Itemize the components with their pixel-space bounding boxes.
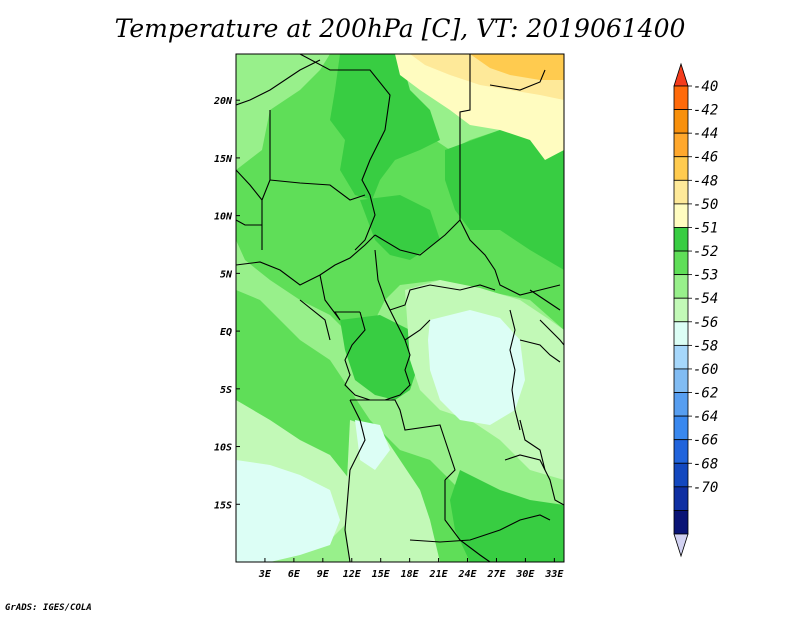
colorbar-label: -42 bbox=[693, 103, 718, 119]
colorbar-label: -70 bbox=[693, 480, 718, 496]
map-title: Temperature at 200hPa [C], VT: 201906140… bbox=[114, 14, 686, 43]
colorbar-label: -46 bbox=[693, 150, 718, 166]
colorbar-swatch bbox=[673, 392, 689, 417]
lat-label: 5S bbox=[220, 385, 232, 396]
colorbar-swatch bbox=[673, 227, 689, 252]
colorbar-swatch bbox=[673, 203, 689, 228]
lon-label: 3E bbox=[258, 569, 272, 580]
lat-label: 5N bbox=[220, 269, 233, 280]
lat-label: 20N bbox=[213, 96, 233, 107]
colorbar: -40 -42 -44 -46 -48 -50 -51 -52 -53 -54 -56 -58 -60 -… bbox=[673, 62, 718, 558]
colorbar-label: -50 bbox=[693, 197, 718, 213]
lat-label: EQ bbox=[220, 327, 232, 338]
colorbar-swatch bbox=[673, 344, 689, 370]
colorbar-label: -54 bbox=[693, 291, 718, 307]
colorbar-label: -40 bbox=[693, 79, 718, 95]
colorbar-bottom-arrow bbox=[673, 533, 689, 558]
colorbar-label: -66 bbox=[693, 433, 718, 449]
colorbar-swatch bbox=[673, 109, 689, 134]
colorbar-label: -64 bbox=[693, 409, 718, 425]
temperature-field bbox=[236, 54, 564, 562]
colorbar-swatch bbox=[673, 179, 689, 205]
map-frame bbox=[235, 53, 565, 563]
colorbar-swatch bbox=[673, 156, 689, 181]
colorbar-top-arrow bbox=[673, 62, 689, 87]
lat-label: 15S bbox=[214, 500, 232, 511]
lon-label: 6E bbox=[288, 569, 301, 580]
lon-label: 21E bbox=[429, 569, 449, 580]
lat-label: 10N bbox=[214, 212, 233, 223]
colorbar-swatch bbox=[673, 85, 689, 110]
colorbar-label: -60 bbox=[693, 362, 718, 378]
colorbar-swatch bbox=[673, 510, 689, 535]
colorbar-swatch bbox=[673, 274, 689, 299]
lon-label: 33E bbox=[544, 569, 564, 580]
colorbar-swatch bbox=[673, 439, 689, 464]
colorbar-swatch bbox=[673, 462, 689, 488]
lon-label: 12E bbox=[343, 569, 362, 580]
colorbar-label: -56 bbox=[693, 315, 718, 331]
colorbar-swatch bbox=[673, 415, 689, 441]
lon-label: 24E bbox=[457, 569, 477, 580]
lon-label: 27E bbox=[486, 569, 506, 580]
colorbar-label: -58 bbox=[693, 338, 718, 354]
colorbar-label: -48 bbox=[693, 173, 718, 189]
lon-label: 30E bbox=[515, 569, 535, 580]
colorbar-swatch bbox=[673, 321, 689, 346]
colorbar-swatch bbox=[673, 250, 689, 276]
colorbar-label: -44 bbox=[693, 126, 718, 142]
country-borders bbox=[236, 54, 564, 562]
grads-credit: GrADS: IGES/COLA bbox=[5, 603, 92, 613]
lon-label: 18E bbox=[401, 569, 420, 580]
lon-label: 15E bbox=[372, 569, 391, 580]
lat-label: 15N bbox=[214, 154, 233, 165]
longitude-axis: 3E 6E 9E 12E 15E 18E 21E 24E 27E 30E 33E bbox=[258, 558, 564, 580]
colorbar-label: -53 bbox=[693, 268, 718, 284]
colorbar-label: -68 bbox=[693, 456, 718, 472]
colorbar-swatch bbox=[673, 368, 689, 393]
lon-label: 9E bbox=[317, 569, 330, 580]
colorbar-swatch bbox=[673, 297, 689, 323]
lat-label: 10S bbox=[214, 443, 232, 454]
colorbar-label: -51 bbox=[693, 220, 718, 236]
colorbar-swatch bbox=[673, 486, 689, 511]
colorbar-swatch bbox=[673, 132, 689, 158]
colorbar-label: -62 bbox=[693, 386, 718, 402]
colorbar-label: -52 bbox=[693, 244, 718, 260]
latitude-axis: 20N 15N 10N 5N EQ 5S 10S 15S bbox=[213, 96, 240, 511]
